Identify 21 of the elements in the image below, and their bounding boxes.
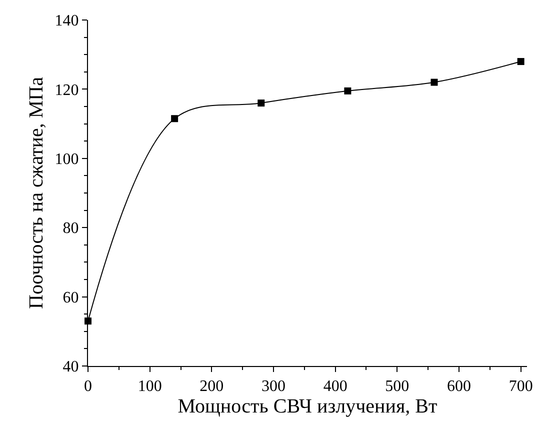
y-tick-label: 60 [62,289,79,306]
x-tick-label: 700 [508,378,533,396]
point [258,100,265,107]
y-tick-label: 80 [62,220,79,238]
point [344,87,352,94]
x-tick-label: 400 [323,378,348,396]
x-tick-label: 200 [200,378,224,396]
point [430,78,438,86]
point [517,58,524,66]
y-axis-title: Поочность на сжатие, МПа [25,76,48,309]
x-tick-label: 300 [261,378,286,396]
y-tick-label: 140 [54,12,79,30]
x-tick-label: 600 [446,378,471,396]
y-tick-label: 100 [54,151,79,168]
y-tick-label: 120 [54,82,79,99]
x-axis-title: Мощность СВЧ излучения, Вт [178,396,438,418]
x-tick-label: 500 [385,378,410,396]
x-tick-label: 0 [84,378,92,396]
y-tick-label: 40 [62,358,79,376]
x-tick-label: 100 [138,378,162,396]
point [171,115,178,122]
